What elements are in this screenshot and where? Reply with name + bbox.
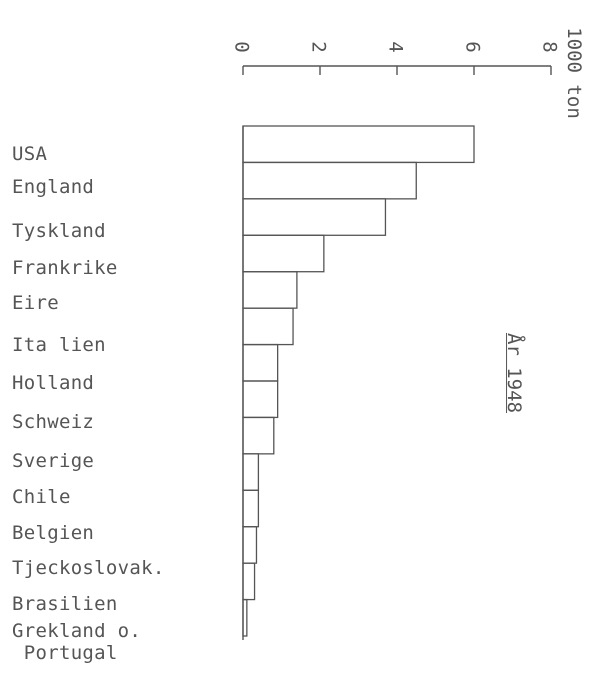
category-label: Chile bbox=[12, 486, 71, 508]
category-label: Eire bbox=[12, 292, 59, 314]
bar bbox=[242, 198, 387, 236]
category-label: USA bbox=[12, 143, 48, 165]
bar bbox=[242, 380, 279, 419]
category-label: England bbox=[12, 176, 95, 198]
tick-label: 0 bbox=[230, 41, 253, 53]
category-label: Tyskland bbox=[12, 220, 106, 242]
bar bbox=[242, 598, 248, 637]
year-annotation: År 1948 bbox=[503, 332, 526, 414]
category-label: Grekland o. Portugal bbox=[12, 620, 142, 664]
bar bbox=[242, 234, 325, 273]
bar bbox=[242, 271, 298, 309]
category-label: Holland bbox=[12, 372, 95, 394]
bar bbox=[242, 562, 256, 601]
bar bbox=[242, 526, 258, 564]
tick-label: 2 bbox=[307, 41, 330, 53]
category-label: Schweiz bbox=[12, 411, 95, 433]
category-label: Belgien bbox=[12, 522, 95, 544]
category-label: Brasilien bbox=[12, 593, 118, 615]
axis-unit-label: 1000 ton bbox=[562, 27, 585, 119]
bar bbox=[242, 125, 475, 164]
tick-label: 6 bbox=[461, 41, 484, 53]
bar bbox=[242, 343, 279, 382]
bar bbox=[242, 489, 260, 528]
category-label: Sverige bbox=[12, 450, 95, 472]
category-label: Tjeckoslovak. bbox=[12, 557, 165, 579]
bar bbox=[242, 416, 275, 455]
category-label: Ita lien bbox=[12, 334, 106, 356]
bar bbox=[242, 307, 294, 346]
tick-label: 8 bbox=[538, 41, 561, 53]
tick-label: 4 bbox=[384, 41, 407, 53]
bar bbox=[242, 161, 417, 200]
bar bbox=[242, 453, 260, 491]
category-label: Frankrike bbox=[12, 257, 118, 279]
